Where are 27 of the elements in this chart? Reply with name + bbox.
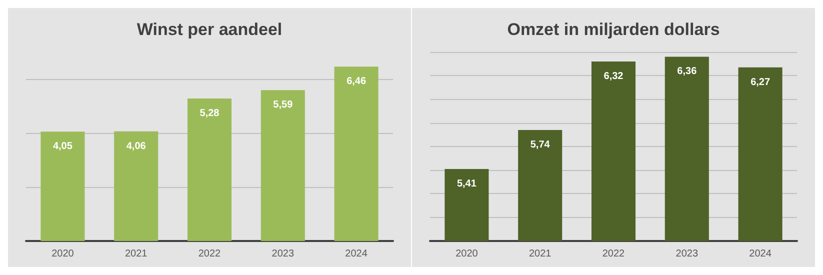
chart-title: Winst per aandeel	[136, 20, 282, 39]
data-label: 6,36	[677, 66, 698, 78]
data-label: 4,05	[52, 141, 73, 152]
bar	[114, 131, 158, 241]
x-tick-label: 2020	[456, 248, 478, 260]
bar	[187, 98, 232, 241]
x-tick-label: 2021	[124, 248, 148, 260]
x-tick-label: 2024	[345, 248, 368, 260]
x-tick-label: 2021	[528, 248, 552, 260]
data-label: 6,32	[604, 70, 624, 82]
bar	[260, 90, 305, 241]
data-label: 5,74	[530, 139, 550, 150]
data-label: 5,28	[200, 108, 220, 119]
bar	[334, 66, 378, 241]
x-tick-label: 2020	[52, 248, 74, 260]
chart-title: Omzet in miljarden dollars	[507, 20, 720, 39]
bar	[40, 132, 85, 241]
x-tick-label: 2023	[676, 248, 698, 260]
x-tick-label: 2024	[749, 248, 772, 260]
data-label: 6,46	[346, 76, 366, 88]
data-label: 6,27	[750, 76, 770, 88]
data-label: 4,06	[126, 140, 146, 152]
x-tick-label: 2022	[198, 248, 222, 260]
data-label: 5,59	[273, 100, 294, 111]
x-tick-label: 2022	[602, 248, 626, 260]
x-tick-label: 2023	[272, 248, 294, 260]
data-label: 5,41	[456, 178, 477, 190]
